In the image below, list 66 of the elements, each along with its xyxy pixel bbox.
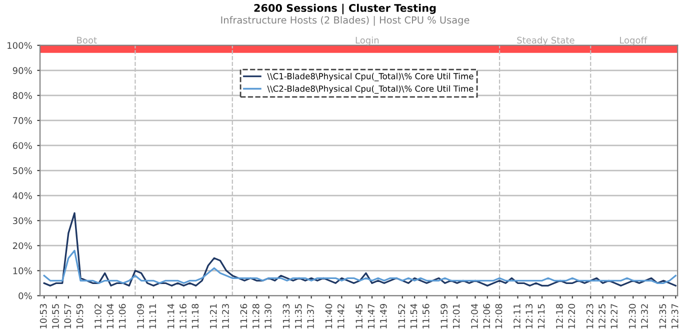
x-tick-label: 11:40	[325, 304, 332, 328]
y-tick-label: 20%	[12, 242, 32, 250]
x-tick-label: 11:16	[180, 304, 186, 328]
x-tick-label: 11:47	[368, 304, 375, 328]
x-tick-label: 11:14	[168, 304, 174, 328]
x-tick-label: 11:23	[222, 304, 229, 328]
x-tick-label: 11:30	[264, 304, 272, 328]
x-tick-label: 11:09	[137, 304, 144, 328]
x-tick-label: 11:52	[398, 304, 406, 328]
x-tick-label: 11:42	[337, 304, 344, 328]
x-tick-label: 12:13	[526, 304, 533, 328]
chart-title: 2600 Sessions | Cluster Testing	[254, 4, 436, 14]
x-tick-label: 12:37	[671, 304, 678, 328]
y-tick-label: 30%	[13, 217, 32, 224]
x-tick-label: 11:33	[282, 304, 290, 328]
y-tick-label: 90%	[12, 67, 32, 74]
x-tick-label: 12:30	[628, 304, 636, 328]
x-tick-label: 11:54	[410, 304, 418, 328]
x-tick-label: 12:04	[471, 304, 478, 328]
legend-label: \\C2-Blade8\Physical Cpu(_Total)\% Core Util Time	[267, 85, 474, 94]
x-tick-label: 11:56	[422, 304, 430, 328]
x-tick-label: 12:35	[659, 304, 666, 328]
x-tick-label: 12:25	[598, 304, 606, 328]
x-tick-label: 11:45	[356, 304, 363, 328]
x-tick-label: 11:49	[380, 304, 387, 328]
y-tick-label: 80%	[12, 92, 32, 99]
annotation: Login	[356, 36, 379, 46]
y-tick-label: 40%	[12, 192, 32, 200]
x-tick-label: 12:23	[586, 304, 594, 328]
x-tick-label: 11:26	[240, 304, 248, 328]
x-tick-label: 12:15	[538, 304, 545, 328]
x-tick-label: 12:32	[641, 304, 648, 328]
x-tick-label: 11:28	[252, 304, 260, 328]
annotation: Boot	[77, 36, 97, 44]
x-tick-label: 11:18	[192, 304, 199, 328]
x-tick-label: 11:35	[294, 304, 302, 328]
y-tick-label: 10%	[13, 267, 32, 274]
x-tick-label: 11:06	[118, 304, 126, 328]
y-tick-label: 50%	[13, 167, 32, 174]
x-tick-label: 10:53	[40, 304, 47, 328]
y-tick-label: 70%	[13, 117, 32, 124]
x-tick-label: 12:18	[556, 304, 563, 328]
x-tick-label: 12:27	[610, 304, 618, 328]
y-tick-label: 100%	[8, 42, 32, 49]
legend-label: \\C1-Blade8\Physical Cpu(_Total)\% Core Util Time	[267, 72, 474, 82]
annotation: Logoff	[620, 36, 648, 46]
x-tick-label: 10:59	[76, 304, 84, 328]
x-tick-label: 10:57	[64, 304, 72, 328]
y-tick-label: 60%	[12, 142, 32, 150]
x-tick-label: 12:01	[452, 304, 460, 328]
x-tick-label: 11:11	[149, 304, 156, 328]
x-tick-label: 12:20	[568, 304, 576, 328]
line-series	[43, 250, 676, 284]
x-tick-label: 12:11	[514, 304, 520, 328]
chart-subtitle: Infrastructure Hosts (2 Blades) | Host CPU % Usage	[221, 16, 470, 26]
y-tick-label: 0%	[18, 292, 32, 300]
x-tick-label: 11:04	[106, 304, 114, 328]
x-tick-label: 11:59	[440, 304, 448, 328]
x-tick-label: 11:21	[210, 304, 217, 328]
x-tick-label: 12:08	[495, 304, 502, 328]
x-tick-label: 10:55	[52, 304, 59, 328]
x-tick-label: 11:02	[94, 304, 102, 328]
x-tick-label: 12:06	[483, 304, 490, 328]
line-series	[43, 212, 676, 286]
x-tick-label: 11:37	[307, 304, 314, 328]
annotation: Steady State	[517, 36, 574, 46]
